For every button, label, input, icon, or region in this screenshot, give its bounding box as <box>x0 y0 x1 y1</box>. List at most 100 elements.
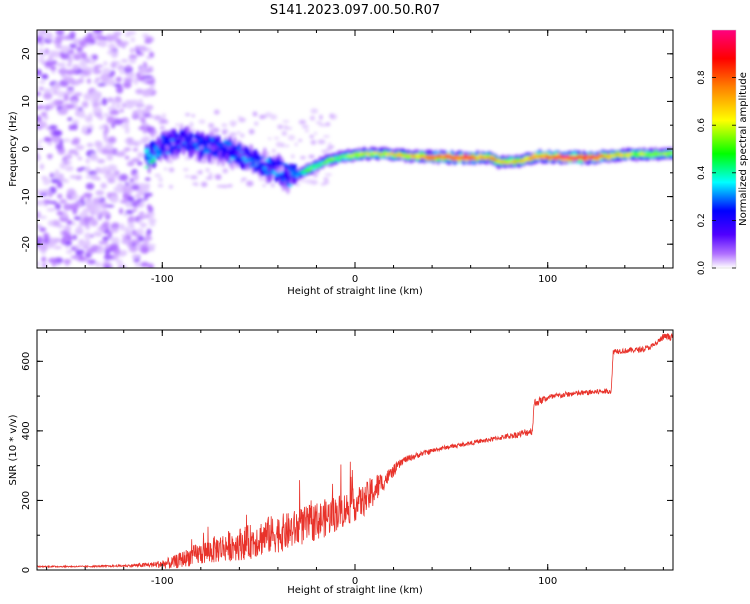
noise-speckle <box>77 156 83 161</box>
snr-xtick-label: 0 <box>352 576 358 587</box>
noise-speckle <box>65 165 74 172</box>
trace-cell <box>456 155 462 158</box>
noise-speckle <box>153 115 162 121</box>
trace-cell <box>290 175 295 178</box>
trace-cell <box>611 155 617 157</box>
noise-speckle <box>158 177 163 183</box>
noise-speckle <box>298 139 303 142</box>
noise-speckle <box>262 184 266 187</box>
noise-speckle <box>135 140 145 145</box>
noise-speckle <box>190 175 198 180</box>
trace-cell <box>301 171 307 174</box>
trace-cell <box>618 155 624 158</box>
noise-speckle <box>146 228 152 235</box>
noise-speckle <box>90 66 95 72</box>
noise-speckle <box>57 193 63 199</box>
trace-cell <box>218 144 224 147</box>
noise-speckle <box>50 178 60 184</box>
noise-speckle <box>85 157 90 164</box>
trace-cell <box>512 159 517 162</box>
trace-cell <box>281 177 286 183</box>
noise-speckle <box>70 139 80 146</box>
trace-cell <box>237 146 242 152</box>
snr-xlabel: Height of straight line (km) <box>287 585 423 596</box>
trace-cell <box>470 155 476 158</box>
noise-speckle <box>185 113 191 116</box>
trace-cell <box>172 145 177 150</box>
noise-speckle <box>51 134 61 143</box>
spectrogram-xlabel: Height of straight line (km) <box>287 286 423 297</box>
noise-speckle <box>75 249 85 255</box>
noise-speckle <box>66 104 75 109</box>
noise-speckle <box>100 73 110 82</box>
trace-cell <box>327 158 332 161</box>
noise-speckle <box>105 34 114 42</box>
noise-speckle <box>104 248 111 256</box>
noise-speckle <box>86 259 97 265</box>
spectrogram-noise <box>37 30 337 268</box>
noise-speckle <box>295 183 301 187</box>
noise-speckle <box>212 127 220 133</box>
colorbar: 0.0 0.2 0.4 0.6 0.8 Normalized spectral ampl… <box>697 29 749 275</box>
noise-speckle <box>143 192 153 197</box>
noise-speckle <box>69 31 76 39</box>
noise-speckle <box>229 132 237 136</box>
noise-speckle <box>321 150 329 153</box>
trace-cell <box>144 148 150 154</box>
trace-cell <box>253 163 258 167</box>
trace-cell <box>422 157 427 159</box>
trace-cell <box>653 154 658 157</box>
noise-speckle <box>272 149 276 153</box>
noise-speckle <box>104 125 110 134</box>
noise-speckle <box>111 122 116 129</box>
noise-speckle <box>98 240 109 245</box>
trace-cell <box>616 153 621 156</box>
trace-cell <box>322 161 328 164</box>
noise-speckle <box>84 43 93 47</box>
noise-speckle <box>320 182 327 186</box>
noise-speckle <box>56 181 63 189</box>
noise-speckle <box>90 152 97 160</box>
noise-speckle <box>145 80 155 85</box>
trace-cell <box>225 149 230 152</box>
noise-speckle <box>113 83 122 87</box>
noise-speckle <box>120 234 127 238</box>
noise-speckle <box>43 60 54 68</box>
noise-speckle <box>119 108 125 113</box>
noise-speckle <box>133 172 139 181</box>
noise-speckle <box>38 30 44 37</box>
spectrogram-ytick-label: -20 <box>21 236 32 252</box>
noise-speckle <box>258 176 266 182</box>
noise-speckle <box>59 198 67 205</box>
noise-speckle <box>246 180 254 187</box>
noise-speckle <box>141 108 151 115</box>
noise-speckle <box>97 158 106 164</box>
snr-panel: -100 0 100 0 200 400 600 Height of straight li… <box>8 329 674 596</box>
noise-speckle <box>310 108 319 114</box>
noise-speckle <box>119 249 128 256</box>
noise-speckle <box>301 124 309 129</box>
noise-speckle <box>310 139 317 145</box>
noise-speckle <box>76 46 83 52</box>
noise-speckle <box>91 54 98 61</box>
noise-speckle <box>90 98 96 105</box>
noise-speckle <box>43 88 52 93</box>
noise-speckle <box>41 256 47 263</box>
noise-speckle <box>41 263 47 268</box>
noise-speckle <box>127 72 136 79</box>
noise-speckle <box>115 151 121 157</box>
noise-speckle <box>41 73 49 80</box>
noise-speckle <box>42 199 52 203</box>
colorbar-frame <box>711 29 737 269</box>
noise-speckle <box>323 177 329 181</box>
noise-speckle <box>328 142 332 147</box>
trace-cell <box>292 169 298 172</box>
noise-speckle <box>109 195 120 204</box>
trace-cell <box>304 169 309 172</box>
trace-cell <box>214 154 219 157</box>
noise-speckle <box>222 130 227 135</box>
noise-speckle <box>159 126 166 130</box>
trace-cell <box>290 171 295 176</box>
noise-speckle <box>290 154 295 159</box>
